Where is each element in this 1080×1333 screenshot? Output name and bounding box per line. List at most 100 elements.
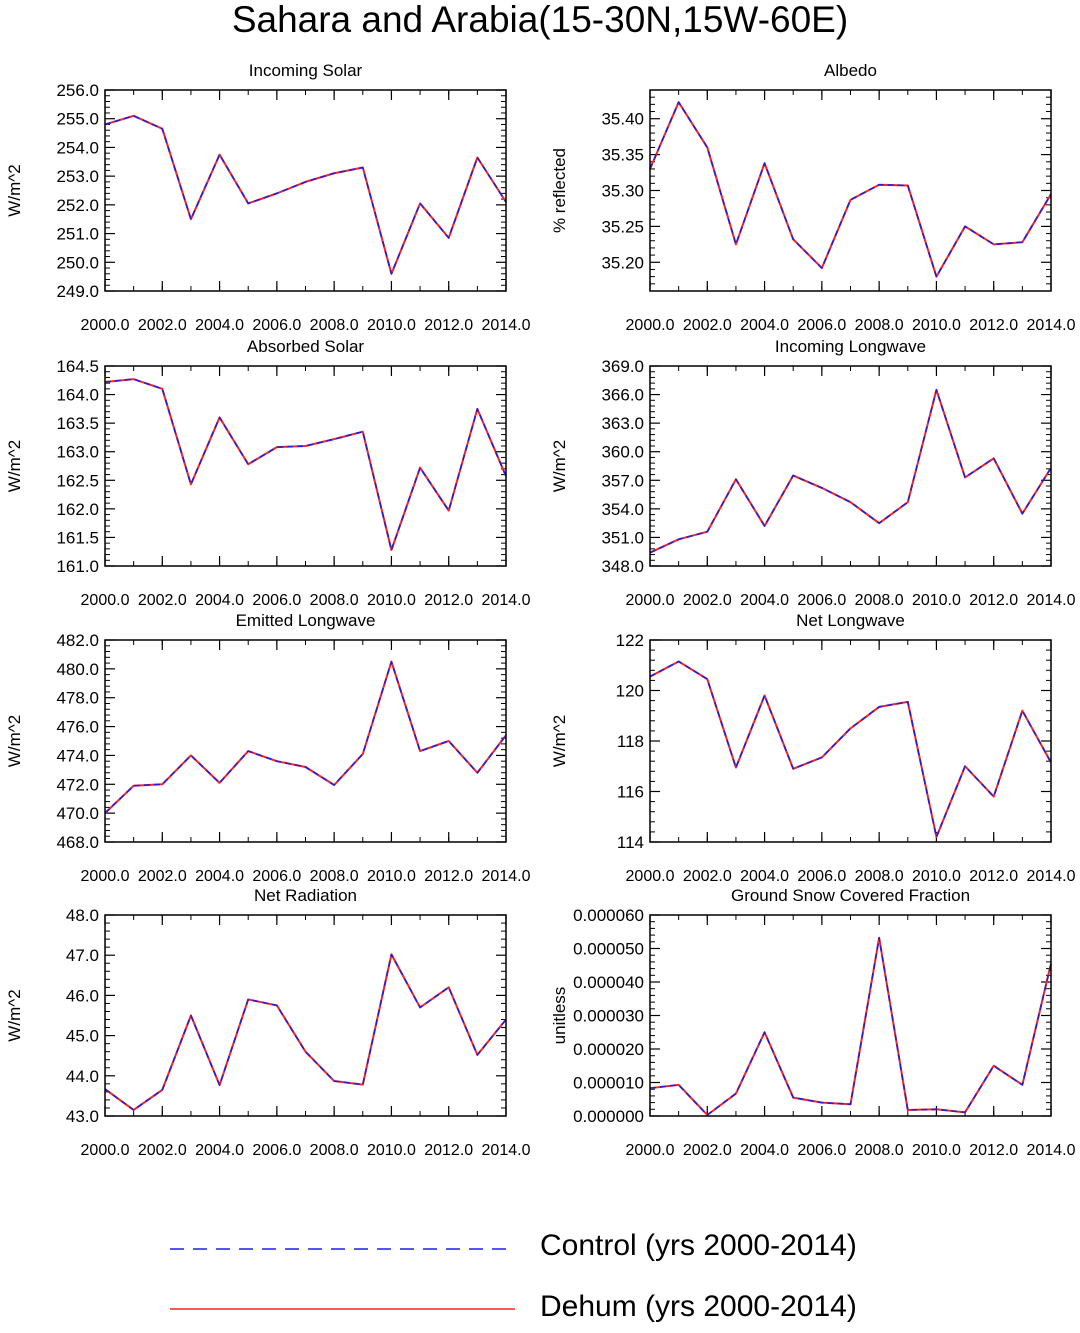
- chart-panel-3: Incoming Longwave W/m^2 2000.0 2002.0 2004.0…: [550, 337, 1076, 609]
- x-tick-label: 2012.0: [424, 317, 473, 334]
- y-tick-label: 120: [616, 682, 644, 701]
- x-tick-label: 2000.0: [81, 868, 130, 885]
- plot-frame: [104, 639, 507, 843]
- x-tick-label: 2012.0: [424, 868, 473, 885]
- y-tick-label: 0.000050: [573, 940, 644, 959]
- x-tick-label: 2010.0: [367, 868, 416, 885]
- x-tick-label: 2012.0: [424, 1142, 473, 1159]
- chart-title: Emitted Longwave: [236, 611, 376, 630]
- x-tick-label: 2002.0: [138, 1142, 187, 1159]
- x-tick-label: 2006.0: [797, 317, 846, 334]
- plot-frame: [649, 365, 1052, 567]
- y-tick-label: 35.30: [601, 182, 644, 201]
- x-tick-label: 2012.0: [969, 317, 1018, 334]
- y-tick-label: 35.40: [601, 110, 644, 129]
- y-tick-label: 46.0: [66, 986, 99, 1005]
- chart-title: Ground Snow Covered Fraction: [731, 886, 970, 905]
- x-tick-label: 2006.0: [252, 592, 301, 609]
- x-tick-label: 2006.0: [252, 868, 301, 885]
- y-tick-label: 253.0: [56, 167, 99, 186]
- y-tick-label: 474.0: [56, 746, 99, 765]
- y-axis-label: W/m^2: [5, 989, 24, 1041]
- series-line-control: [649, 660, 1052, 838]
- legend-item-control: Control (yrs 2000-2014): [0, 1223, 1080, 1273]
- y-tick-label: 357.0: [601, 471, 644, 490]
- x-tick-label: 2010.0: [912, 868, 961, 885]
- x-tick-label: 2014.0: [482, 317, 531, 334]
- x-tick-label: 2008.0: [855, 592, 904, 609]
- x-tick-label: 2004.0: [195, 592, 244, 609]
- y-tick-label: 0.000020: [573, 1040, 644, 1059]
- chart-panel-7: Ground Snow Covered Fraction unitless 2000…: [550, 886, 1076, 1159]
- x-tick-label: 2010.0: [367, 1142, 416, 1159]
- x-tick-label: 2004.0: [195, 868, 244, 885]
- x-tick-label: 2008.0: [310, 592, 359, 609]
- legend-label-control: Control (yrs 2000-2014): [540, 1229, 857, 1262]
- plot-frame: [104, 365, 507, 567]
- series-line-dehum: [649, 936, 1052, 1116]
- x-tick-label: 2012.0: [969, 868, 1018, 885]
- chart-title: Net Radiation: [254, 886, 357, 905]
- x-tick-label: 2008.0: [310, 317, 359, 334]
- y-tick-label: 161.5: [56, 528, 99, 547]
- series-line-dehum: [104, 660, 507, 814]
- x-tick-label: 2006.0: [797, 868, 846, 885]
- series-line-control: [104, 660, 507, 814]
- x-tick-label: 2008.0: [855, 868, 904, 885]
- plot-frame: [104, 914, 507, 1117]
- x-tick-label: 2002.0: [138, 317, 187, 334]
- y-tick-label: 0.000000: [573, 1107, 644, 1126]
- chart-title: Net Longwave: [796, 611, 905, 630]
- x-tick-label: 2008.0: [310, 868, 359, 885]
- plot-frame: [649, 639, 1052, 843]
- y-axis-label: W/m^2: [550, 440, 569, 492]
- chart-title: Absorbed Solar: [247, 337, 365, 356]
- x-tick-label: 2010.0: [912, 1142, 961, 1159]
- y-tick-label: 47.0: [66, 946, 99, 965]
- y-tick-label: 48.0: [66, 906, 99, 925]
- y-tick-label: 478.0: [56, 689, 99, 708]
- x-tick-label: 2014.0: [1027, 868, 1076, 885]
- y-tick-label: 482.0: [56, 631, 99, 650]
- x-tick-label: 2002.0: [683, 317, 732, 334]
- x-tick-label: 2000.0: [81, 317, 130, 334]
- plot-frame: [104, 89, 507, 292]
- x-tick-label: 2010.0: [367, 592, 416, 609]
- series-line-control: [649, 101, 1052, 278]
- x-tick-label: 2006.0: [252, 317, 301, 334]
- y-tick-label: 363.0: [601, 414, 644, 433]
- y-tick-label: 480.0: [56, 660, 99, 679]
- y-tick-label: 44.0: [66, 1067, 99, 1086]
- y-tick-label: 162.0: [56, 500, 99, 519]
- y-axis-label: W/m^2: [5, 715, 24, 767]
- y-tick-label: 0.000010: [573, 1074, 644, 1093]
- y-tick-label: 0.000040: [573, 973, 644, 992]
- series-line-dehum: [104, 378, 507, 551]
- series-line-control: [104, 953, 507, 1111]
- x-tick-label: 2000.0: [626, 1142, 675, 1159]
- x-tick-label: 2008.0: [855, 1142, 904, 1159]
- y-tick-label: 0.000030: [573, 1007, 644, 1026]
- legend-swatch-control: [170, 1248, 515, 1250]
- series-line-control: [649, 389, 1052, 554]
- y-tick-label: 255.0: [56, 110, 99, 129]
- x-tick-label: 2010.0: [367, 317, 416, 334]
- chart-title: Incoming Longwave: [775, 337, 926, 356]
- y-tick-label: 256.0: [56, 81, 99, 100]
- legend-swatch-dehum: [170, 1308, 515, 1310]
- y-tick-label: 163.0: [56, 443, 99, 462]
- chart-panel-4: Emitted Longwave W/m^2 2000.0 2002.0 2004.0 2…: [5, 611, 531, 885]
- y-tick-label: 35.35: [601, 146, 644, 165]
- x-tick-label: 2000.0: [626, 868, 675, 885]
- legend-label-dehum: Dehum (yrs 2000-2014): [540, 1290, 857, 1323]
- series-line-control: [104, 378, 507, 551]
- series-line-dehum: [649, 388, 1052, 554]
- x-tick-label: 2004.0: [740, 317, 789, 334]
- x-tick-label: 2002.0: [683, 868, 732, 885]
- x-tick-label: 2004.0: [740, 868, 789, 885]
- y-tick-label: 164.0: [56, 386, 99, 405]
- x-tick-label: 2014.0: [1027, 1142, 1076, 1159]
- series-line-dehum: [649, 101, 1052, 278]
- x-tick-label: 2008.0: [310, 1142, 359, 1159]
- plot-frame: [649, 89, 1052, 292]
